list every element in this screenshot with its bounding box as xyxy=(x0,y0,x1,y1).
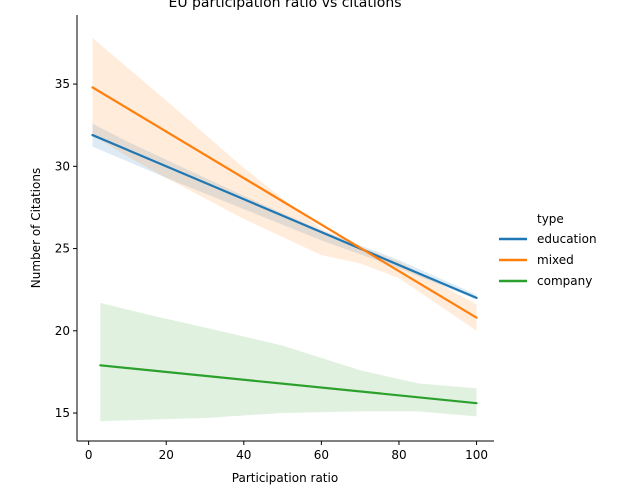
legend-label-education: education xyxy=(537,232,597,246)
x-axis-label: Participation ratio xyxy=(232,471,338,485)
y-tick-label: 25 xyxy=(55,242,70,256)
legend: type education mixed company xyxy=(499,212,597,288)
plot-area xyxy=(91,38,478,422)
x-axis: 0 20 40 60 80 100 xyxy=(77,440,494,462)
x-tick-label: 100 xyxy=(465,448,488,462)
legend-title: type xyxy=(537,212,564,226)
x-tick-label: 40 xyxy=(236,448,251,462)
confidence-band-mixed xyxy=(92,38,477,331)
legend-label-company: company xyxy=(537,274,592,288)
x-tick-label: 80 xyxy=(391,448,406,462)
y-tick-label: 15 xyxy=(55,406,70,420)
y-tick-label: 20 xyxy=(55,324,70,338)
regression-line-company xyxy=(99,364,478,405)
confidence-bands xyxy=(92,38,477,422)
chart-title: EU participation ratio vs citations xyxy=(169,0,402,11)
regression-line-mixed xyxy=(91,86,478,319)
confidence-band-company xyxy=(100,302,477,422)
legend-label-mixed: mixed xyxy=(537,253,574,267)
y-tick-label: 35 xyxy=(55,77,70,91)
x-tick-label: 60 xyxy=(314,448,329,462)
y-axis: 15 20 25 30 35 xyxy=(55,15,78,441)
y-axis-label: Number of Citations xyxy=(29,168,43,288)
y-tick-label: 30 xyxy=(55,159,70,173)
x-tick-label: 0 xyxy=(85,448,93,462)
regression-lines xyxy=(91,86,478,405)
x-tick-label: 20 xyxy=(159,448,174,462)
confidence-band-education xyxy=(92,123,477,300)
regression-line-education xyxy=(91,133,478,300)
